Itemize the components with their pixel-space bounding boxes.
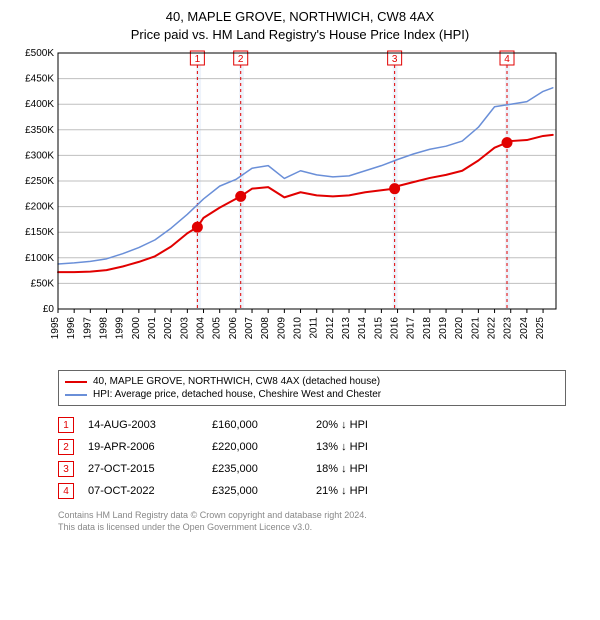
svg-text:2019: 2019: [438, 317, 449, 340]
event-date: 19-APR-2006: [88, 441, 198, 453]
legend-item: 40, MAPLE GROVE, NORTHWICH, CW8 4AX (det…: [65, 375, 559, 388]
event-row: 4 07-OCT-2022 £325,000 21% ↓ HPI: [58, 480, 566, 502]
svg-text:2012: 2012: [325, 317, 336, 340]
event-date: 07-OCT-2022: [88, 485, 198, 497]
title-line-2: Price paid vs. HM Land Registry's House …: [10, 26, 590, 44]
price-chart: £0 £50K £100K £150K £200K £250K £300K £350K £400…: [10, 49, 570, 359]
event-badge: 3: [58, 461, 74, 477]
chart-container: £0 £50K £100K £150K £200K £250K £300K £350K £400…: [10, 49, 590, 364]
svg-text:£150K: £150K: [25, 227, 54, 238]
svg-text:1: 1: [195, 54, 201, 65]
legend: 40, MAPLE GROVE, NORTHWICH, CW8 4AX (det…: [58, 370, 566, 406]
events-table: 1 14-AUG-2003 £160,000 20% ↓ HPI 2 19-APR-200…: [58, 414, 566, 502]
svg-text:2023: 2023: [503, 317, 514, 340]
svg-text:£0: £0: [43, 304, 55, 315]
svg-text:£500K: £500K: [25, 49, 54, 59]
event-price: £220,000: [212, 441, 302, 453]
footer-line-2: This data is licensed under the Open Gov…: [58, 522, 566, 534]
svg-text:£250K: £250K: [25, 176, 54, 187]
svg-text:£100K: £100K: [25, 253, 54, 264]
svg-text:1996: 1996: [66, 317, 77, 340]
event-price: £160,000: [212, 419, 302, 431]
footer-attribution: Contains HM Land Registry data © Crown c…: [58, 510, 566, 533]
event-pct: 18% ↓ HPI: [316, 463, 416, 475]
title-line-1: 40, MAPLE GROVE, NORTHWICH, CW8 4AX: [10, 8, 590, 26]
svg-text:2004: 2004: [196, 317, 207, 340]
event-price: £235,000: [212, 463, 302, 475]
svg-text:£50K: £50K: [31, 278, 55, 289]
legend-label: HPI: Average price, detached house, Ches…: [93, 389, 381, 400]
svg-text:£200K: £200K: [25, 202, 54, 213]
svg-text:2016: 2016: [390, 317, 401, 340]
svg-text:2001: 2001: [147, 317, 158, 340]
svg-text:2010: 2010: [293, 317, 304, 340]
svg-text:1995: 1995: [50, 317, 61, 340]
svg-text:2008: 2008: [260, 317, 271, 340]
event-row: 1 14-AUG-2003 £160,000 20% ↓ HPI: [58, 414, 566, 436]
svg-text:2018: 2018: [422, 317, 433, 340]
svg-text:2017: 2017: [406, 317, 417, 340]
svg-text:2007: 2007: [244, 317, 255, 340]
footer-line-1: Contains HM Land Registry data © Crown c…: [58, 510, 566, 522]
svg-text:2014: 2014: [357, 317, 368, 340]
svg-text:2022: 2022: [487, 317, 498, 340]
svg-text:2025: 2025: [535, 317, 546, 340]
event-date: 14-AUG-2003: [88, 419, 198, 431]
svg-text:£450K: £450K: [25, 74, 54, 85]
legend-swatch: [65, 381, 87, 383]
chart-title: 40, MAPLE GROVE, NORTHWICH, CW8 4AX Pric…: [10, 8, 590, 43]
event-date: 27-OCT-2015: [88, 463, 198, 475]
svg-text:2020: 2020: [454, 317, 465, 340]
svg-text:2011: 2011: [309, 317, 320, 339]
svg-text:2: 2: [238, 54, 244, 65]
svg-text:£400K: £400K: [25, 99, 54, 110]
svg-text:4: 4: [504, 54, 510, 65]
svg-text:2002: 2002: [163, 317, 174, 340]
legend-item: HPI: Average price, detached house, Ches…: [65, 388, 559, 401]
svg-text:2024: 2024: [519, 317, 530, 340]
svg-text:2021: 2021: [470, 317, 481, 340]
svg-text:£350K: £350K: [25, 125, 54, 136]
svg-text:1998: 1998: [99, 317, 110, 340]
svg-text:1997: 1997: [82, 317, 93, 340]
event-price: £325,000: [212, 485, 302, 497]
legend-label: 40, MAPLE GROVE, NORTHWICH, CW8 4AX (det…: [93, 376, 380, 387]
event-row: 2 19-APR-2006 £220,000 13% ↓ HPI: [58, 436, 566, 458]
event-pct: 20% ↓ HPI: [316, 419, 416, 431]
svg-text:2015: 2015: [373, 317, 384, 340]
event-row: 3 27-OCT-2015 £235,000 18% ↓ HPI: [58, 458, 566, 480]
svg-text:2005: 2005: [212, 317, 223, 340]
svg-text:2009: 2009: [276, 317, 287, 340]
svg-text:2006: 2006: [228, 317, 239, 340]
event-badge: 1: [58, 417, 74, 433]
legend-swatch: [65, 394, 87, 396]
svg-text:3: 3: [392, 54, 398, 65]
svg-text:2013: 2013: [341, 317, 352, 340]
svg-text:2003: 2003: [179, 317, 190, 340]
event-pct: 13% ↓ HPI: [316, 441, 416, 453]
svg-text:£300K: £300K: [25, 150, 54, 161]
svg-text:2000: 2000: [131, 317, 142, 340]
event-pct: 21% ↓ HPI: [316, 485, 416, 497]
svg-text:1999: 1999: [115, 317, 126, 340]
event-badge: 2: [58, 439, 74, 455]
event-badge: 4: [58, 483, 74, 499]
